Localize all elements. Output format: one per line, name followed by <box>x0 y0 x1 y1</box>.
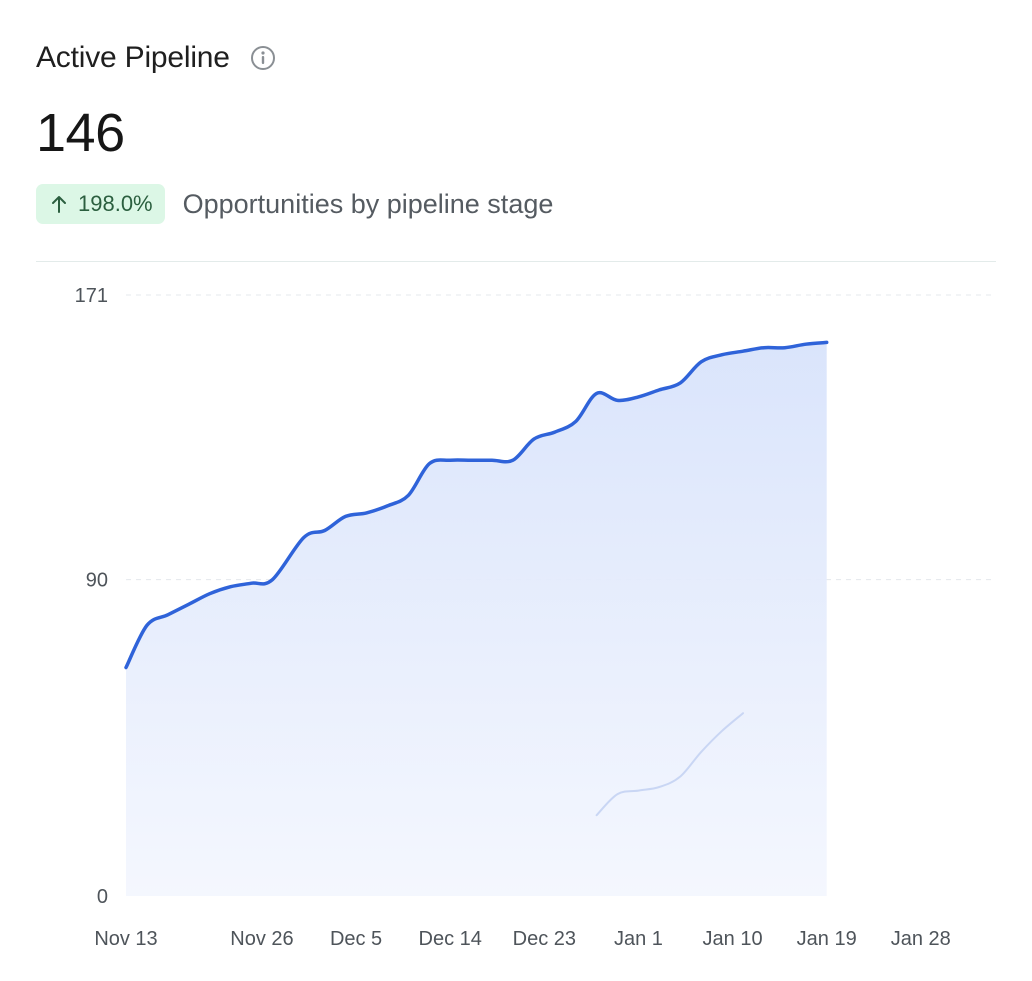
card-title: Active Pipeline <box>36 41 230 74</box>
series-area-0 <box>126 342 827 896</box>
metric-value: 146 <box>36 103 125 163</box>
y-axis-labels: 0 90 171 <box>75 285 108 908</box>
change-row: 198.0% Opportunities by pipeline stage <box>36 184 553 224</box>
header-divider <box>36 261 996 262</box>
x-tick-label: Jan 10 <box>703 928 763 950</box>
x-tick-label: Nov 26 <box>230 928 293 950</box>
series-lines <box>124 340 829 817</box>
card-header: Active Pipeline 146 198.0% Opportunities… <box>36 36 996 224</box>
y-tick-label: 171 <box>75 285 108 307</box>
title-row: Active Pipeline <box>36 36 996 80</box>
area-layer <box>126 342 827 896</box>
card-subtitle: Opportunities by pipeline stage <box>182 188 554 219</box>
x-tick-label: Jan 28 <box>891 928 951 950</box>
change-value: 198.0% <box>78 191 153 216</box>
y-tick-label: 0 <box>97 886 108 908</box>
x-tick-label: Jan 1 <box>614 928 663 950</box>
arrow-up-icon <box>50 194 68 214</box>
info-icon[interactable] <box>250 45 276 71</box>
x-axis-labels: Nov 13 Nov 26 Dec 5 Dec 14 Dec 23 Jan 1 Jan 10… <box>94 928 951 950</box>
x-tick-label: Dec 23 <box>513 928 576 950</box>
x-tick-label: Nov 13 <box>94 928 157 950</box>
x-tick-label: Jan 19 <box>797 928 857 950</box>
series-line-0 <box>124 340 829 670</box>
y-tick-label: 90 <box>86 570 108 592</box>
change-badge: 198.0% <box>36 184 165 224</box>
x-tick-label: Dec 5 <box>330 928 382 950</box>
series-line-1 <box>595 712 744 817</box>
x-tick-label: Dec 14 <box>419 928 482 950</box>
